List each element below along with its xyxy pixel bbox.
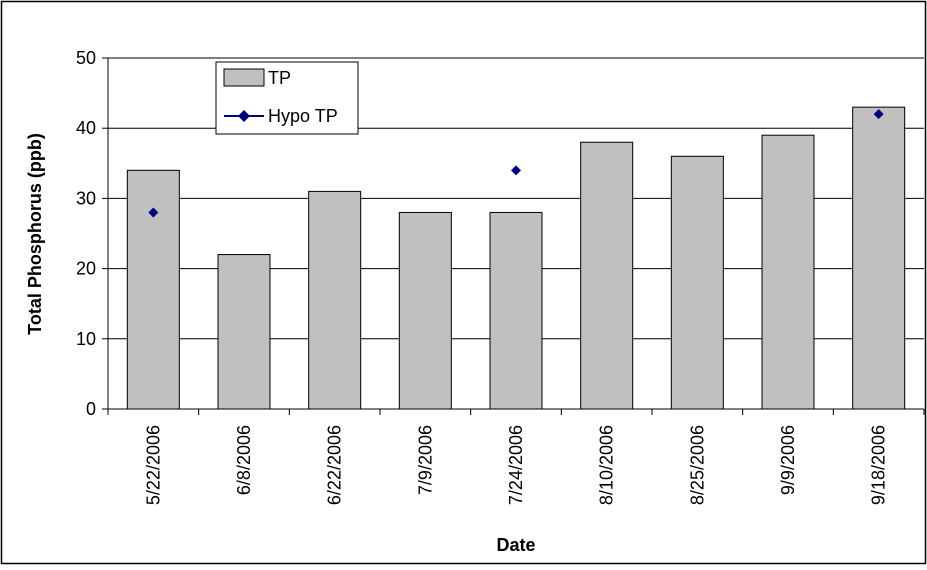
x-tick-label: 8/10/2006 xyxy=(597,425,617,505)
bar-tp xyxy=(761,134,815,410)
y-tick-label: 20 xyxy=(76,259,96,279)
point-hypo-tp xyxy=(148,207,159,218)
x-tick-label: 8/25/2006 xyxy=(687,425,707,505)
point-hypo-tp xyxy=(511,165,521,176)
bar-tp xyxy=(670,155,724,410)
bar-tp xyxy=(308,190,362,410)
bar-tp xyxy=(217,254,271,410)
y-axis-title: Total Phosphorus (ppb) xyxy=(25,133,45,335)
y-tick-label: 30 xyxy=(76,188,96,208)
point-hypo-tp xyxy=(873,109,884,120)
bar-tp xyxy=(489,211,543,410)
y-tick-label: 10 xyxy=(76,329,96,349)
x-tick-label: 5/22/2006 xyxy=(143,425,163,505)
bar-tp xyxy=(580,141,634,410)
bar-tp xyxy=(398,211,452,410)
x-tick-label: 6/8/2006 xyxy=(234,425,254,495)
x-axis-title: Date xyxy=(496,535,535,555)
bar-tp xyxy=(852,106,906,410)
legend-label-tp: TP xyxy=(268,68,291,88)
x-tick-label: 6/22/2006 xyxy=(325,425,345,505)
bar-tp xyxy=(126,169,180,410)
y-tick-label: 40 xyxy=(76,118,96,138)
legend-swatch-tp xyxy=(223,68,265,87)
x-tick-label: 7/24/2006 xyxy=(506,425,526,505)
legend-label-hypo-tp: Hypo TP xyxy=(268,106,338,126)
x-tick-label: 7/9/2006 xyxy=(415,425,435,495)
y-tick-label: 50 xyxy=(76,48,96,68)
x-tick-label: 9/9/2006 xyxy=(778,425,798,495)
legend: TP Hypo TP xyxy=(215,61,359,135)
y-tick-label: 0 xyxy=(86,399,96,419)
x-tick-label: 9/18/2006 xyxy=(869,425,889,505)
legend-marker-hypo-tp xyxy=(238,110,250,122)
